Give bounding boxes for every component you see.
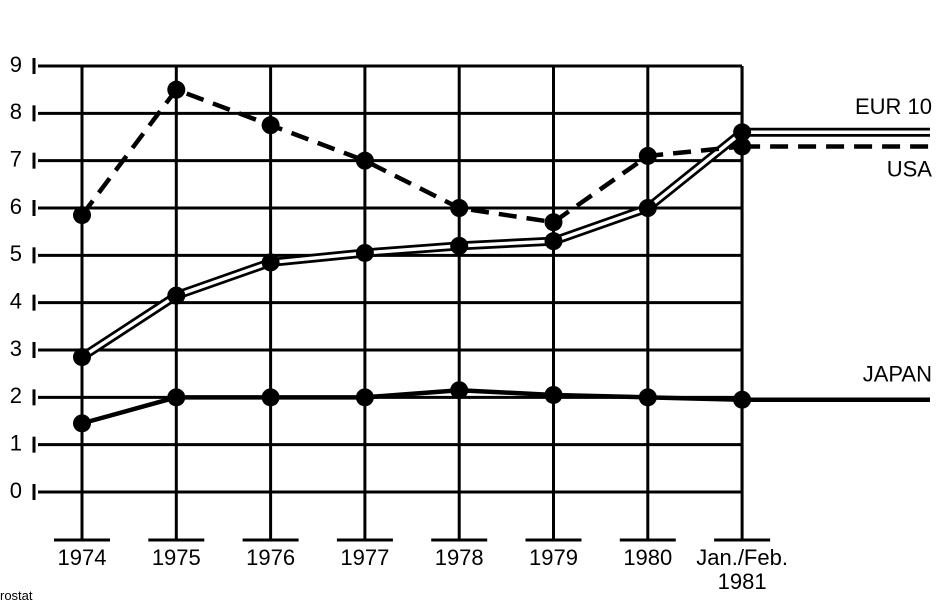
- point: [167, 388, 186, 407]
- point: [450, 236, 469, 255]
- series-line: [80, 87, 743, 225]
- point: [733, 137, 752, 156]
- point: [638, 388, 657, 407]
- y-tick-label: 3: [10, 336, 22, 361]
- point: [355, 151, 374, 170]
- point: [355, 243, 374, 262]
- point: [73, 414, 91, 433]
- point: [544, 232, 563, 251]
- point: [733, 390, 752, 409]
- legend-label: USA: [887, 156, 933, 181]
- y-tick-label: 5: [10, 241, 22, 266]
- point: [638, 146, 657, 165]
- x-tick-label: 1979: [529, 545, 578, 570]
- y-tick-label: 8: [10, 99, 22, 124]
- legend-label: EUR 10: [855, 94, 932, 119]
- point: [638, 199, 657, 217]
- point: [261, 116, 280, 135]
- point: [450, 199, 469, 217]
- point: [167, 286, 186, 305]
- x-tick-label: 1976: [246, 545, 296, 570]
- x-tick-label: 1980: [623, 545, 673, 570]
- legend-label: JAPAN: [863, 362, 932, 387]
- y-tick-label: 9: [10, 52, 22, 77]
- y-tick-label: 0: [10, 478, 22, 503]
- point: [167, 80, 186, 99]
- x-tick-label: Jan./Feb. 1981: [696, 545, 788, 594]
- point: [544, 385, 563, 404]
- point: [73, 348, 91, 367]
- point: [733, 123, 752, 142]
- x-tick-label: 1977: [340, 545, 390, 570]
- point: [355, 388, 374, 407]
- point: [73, 206, 91, 225]
- y-tick-label: 4: [10, 288, 22, 313]
- y-tick-label: 7: [10, 146, 22, 171]
- series-line: [81, 387, 743, 426]
- point: [544, 213, 563, 232]
- y-tick-label: 2: [10, 383, 22, 408]
- x-tick-label: 1975: [151, 545, 201, 570]
- point: [261, 253, 280, 272]
- series-line-inner: [81, 130, 744, 359]
- y-tick-label: 1: [10, 430, 22, 455]
- x-tick-label: 1978: [434, 545, 484, 570]
- x-tick-label: 1974: [57, 545, 107, 570]
- source: rostat: [0, 588, 33, 603]
- point: [261, 388, 280, 407]
- point: [450, 381, 469, 400]
- y-tick-label: 6: [10, 194, 22, 219]
- series-line: [79, 128, 745, 361]
